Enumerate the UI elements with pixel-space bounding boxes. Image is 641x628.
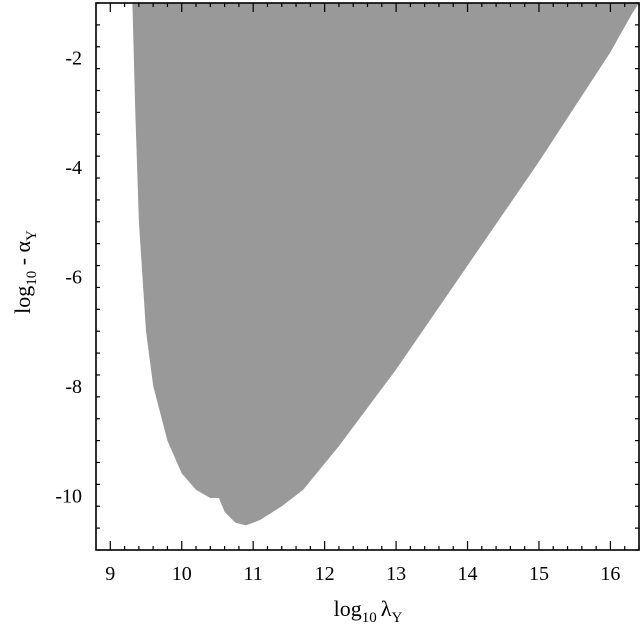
y-tick-label: -2 <box>65 48 82 70</box>
y-axis-label-symbol-subscript: Y <box>24 230 40 241</box>
x-tick-label: 9 <box>105 563 115 585</box>
x-axis-label-symbol-subscript: Y <box>391 610 402 626</box>
x-axis-label-subscript: 10 <box>362 610 377 626</box>
x-axis-label: log10 λY <box>334 596 403 626</box>
y-tick-label: -8 <box>65 376 82 398</box>
y-tick-label: -4 <box>65 157 82 179</box>
y-axis-label: log10 - αY <box>10 230 40 314</box>
x-axis-label-symbol: λ <box>381 596 392 621</box>
y-tick-labels: -2 -4 -6 -8 -10 <box>55 48 82 508</box>
x-tick-label: 13 <box>386 563 406 585</box>
x-tick-label: 10 <box>172 563 192 585</box>
x-tick-label: 15 <box>529 563 549 585</box>
x-tick-label: 14 <box>458 563 478 585</box>
x-tick-label: 12 <box>315 563 335 585</box>
x-tick-labels: 9 10 11 12 13 14 15 16 <box>105 563 620 585</box>
x-tick-label: 16 <box>600 563 620 585</box>
y-tick-label: -6 <box>65 267 82 289</box>
x-tick-label: 11 <box>244 563 263 585</box>
x-axis-label-prefix: log <box>334 596 362 621</box>
excluded-region <box>132 3 639 526</box>
x-axis-ticks <box>109 3 640 550</box>
y-axis-ticks <box>96 2 639 551</box>
y-axis-label-subscript: 10 <box>24 271 40 286</box>
y-tick-label: -10 <box>55 485 82 507</box>
y-axis-label-prefix: log <box>10 286 35 314</box>
y-axis-label-symbol: - α <box>10 240 35 270</box>
